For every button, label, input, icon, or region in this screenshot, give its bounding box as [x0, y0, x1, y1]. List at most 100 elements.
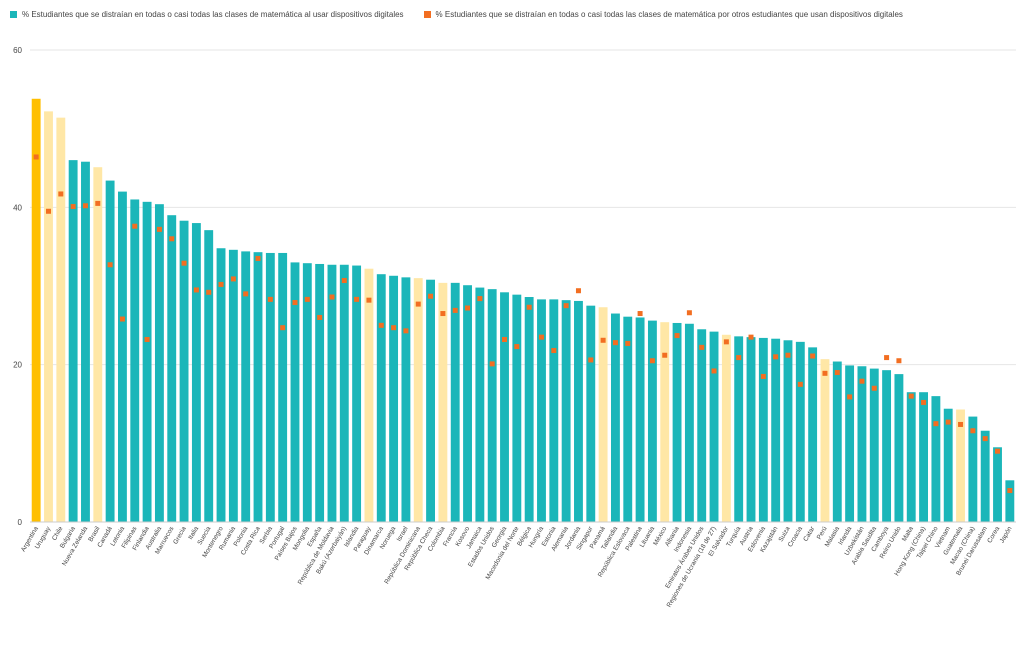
marker-point [810, 353, 816, 359]
legend-label-marker-series: % Estudiantes que se distraían en todas … [435, 10, 903, 19]
bar [154, 204, 164, 523]
bar [191, 223, 201, 523]
bar [31, 98, 41, 523]
x-tick-label: Japón [999, 525, 1014, 544]
marker-point [785, 352, 791, 358]
marker-point [575, 288, 581, 294]
marker-point [304, 296, 310, 302]
bar [537, 299, 546, 522]
marker-point [489, 361, 495, 367]
bar [118, 191, 127, 522]
bar [919, 392, 928, 522]
legend-item-bar-series[interactable]: % Estudiantes que se distraían en todas … [10, 10, 404, 19]
bar [734, 336, 744, 522]
bar [56, 117, 66, 523]
marker-point [551, 348, 557, 354]
marker-point [292, 300, 298, 306]
legend: % Estudiantes que se distraían en todas … [10, 10, 903, 19]
bar [339, 264, 349, 522]
marker-point [33, 154, 39, 160]
marker-point [378, 322, 384, 328]
legend-swatch-orange [423, 11, 431, 18]
marker-point [206, 289, 212, 295]
bar [795, 341, 805, 522]
bar [81, 161, 90, 522]
bar [93, 167, 103, 523]
bar [771, 338, 781, 522]
bar [500, 292, 509, 522]
marker-point [452, 307, 458, 313]
bar [142, 201, 152, 522]
bar [352, 265, 362, 522]
bar [1005, 480, 1015, 522]
marker-point [662, 352, 668, 358]
bar [216, 248, 226, 523]
bar [684, 323, 694, 522]
marker-point [723, 339, 729, 345]
marker-point [243, 291, 249, 297]
marker-point [736, 355, 742, 361]
marker-point [82, 203, 88, 209]
legend-swatch-teal [10, 11, 17, 18]
bar [68, 160, 78, 522]
marker-point [773, 354, 779, 360]
marker-point [625, 340, 631, 346]
bar [709, 331, 719, 522]
bar [808, 347, 818, 522]
marker-point [329, 294, 335, 300]
bar [315, 263, 325, 522]
marker-point [230, 276, 236, 282]
bar [401, 277, 411, 522]
marker-point [267, 296, 273, 302]
bar [512, 294, 522, 522]
bar [524, 297, 534, 522]
bar [906, 392, 916, 522]
bar [290, 262, 300, 522]
marker-point [945, 419, 951, 425]
bar [413, 278, 423, 522]
bar [265, 252, 275, 522]
marker-point [970, 428, 976, 434]
bar [586, 305, 596, 522]
marker-point [181, 260, 187, 266]
bar [389, 275, 399, 522]
bar [167, 215, 177, 522]
bar [820, 359, 830, 522]
bar [44, 111, 53, 523]
marker-point [132, 223, 138, 229]
bar [832, 361, 842, 522]
marker-point [884, 355, 890, 361]
bar [635, 317, 645, 522]
bar [376, 274, 386, 522]
bar [487, 289, 497, 522]
bar [549, 299, 559, 522]
bar [845, 365, 855, 522]
marker-point [255, 255, 261, 261]
marker-point [317, 314, 323, 320]
legend-item-marker-series[interactable]: % Estudiantes que se distraían en todas … [423, 10, 903, 19]
marker-point [45, 208, 51, 214]
marker-point [797, 381, 803, 387]
bar [574, 300, 583, 522]
marker-point [686, 310, 692, 316]
bar [857, 366, 867, 522]
y-tick-label: 0 [18, 518, 23, 527]
marker-point [933, 421, 939, 427]
bar [364, 268, 374, 522]
marker-point [70, 204, 76, 210]
bar [450, 282, 460, 522]
bar [426, 279, 435, 522]
bar [956, 409, 965, 522]
marker-point [908, 393, 914, 399]
marker-point [514, 344, 520, 350]
marker-point [428, 293, 434, 299]
marker-point [995, 448, 1001, 454]
marker-point [760, 373, 766, 379]
marker-point [921, 399, 927, 405]
bar [882, 370, 892, 522]
marker-point [169, 236, 175, 242]
marker-point [58, 191, 64, 197]
bar [302, 263, 312, 522]
bar [697, 329, 707, 522]
